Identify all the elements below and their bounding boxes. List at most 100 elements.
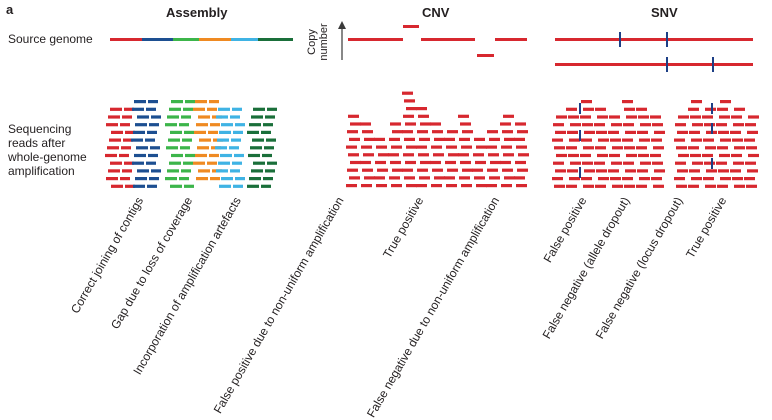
- read: [500, 160, 511, 165]
- read: [720, 100, 731, 104]
- read: [674, 138, 685, 142]
- read: [717, 184, 728, 188]
- read: [744, 177, 755, 181]
- read: [460, 122, 471, 126]
- read: [249, 123, 261, 127]
- read: [364, 137, 375, 141]
- read: [582, 123, 593, 127]
- read: [218, 161, 230, 165]
- read: [219, 184, 231, 188]
- read: [346, 184, 357, 188]
- read: [261, 184, 271, 188]
- read: [636, 107, 647, 111]
- read: [267, 161, 277, 165]
- read: [625, 169, 636, 173]
- read: [434, 176, 445, 180]
- read: [650, 115, 661, 119]
- read: [416, 184, 427, 188]
- read: [375, 160, 386, 165]
- read: [624, 146, 635, 150]
- read: [446, 184, 457, 188]
- read: [517, 130, 528, 134]
- read: [185, 100, 195, 104]
- read: [636, 184, 647, 188]
- read: [121, 146, 131, 150]
- read: [718, 130, 729, 134]
- read: [120, 123, 130, 127]
- read: [108, 169, 120, 173]
- read: [504, 176, 515, 180]
- read: [554, 146, 565, 150]
- read: [584, 169, 595, 173]
- read: [199, 138, 211, 142]
- read: [609, 115, 620, 119]
- read: [136, 146, 148, 150]
- read: [374, 137, 385, 141]
- read: [624, 107, 635, 111]
- read: [732, 138, 743, 142]
- read: [556, 153, 567, 158]
- read: [444, 137, 455, 141]
- read: [568, 115, 579, 119]
- read: [515, 160, 526, 165]
- read: [675, 161, 686, 165]
- read: [598, 177, 609, 181]
- read: [583, 146, 594, 150]
- read: [218, 107, 230, 111]
- copy-number-axis: [338, 21, 346, 60]
- read: [503, 114, 514, 118]
- read: [165, 177, 177, 181]
- read: [688, 107, 699, 111]
- read: [125, 130, 135, 134]
- snv-marker: [712, 57, 714, 72]
- read: [570, 123, 581, 127]
- read: [107, 146, 119, 150]
- read-variant-marker: [711, 158, 713, 169]
- read-variant-marker: [711, 123, 713, 134]
- read: [265, 115, 275, 119]
- read: [734, 184, 745, 188]
- read: [651, 177, 662, 181]
- read: [261, 130, 271, 134]
- read: [705, 107, 716, 111]
- read: [691, 177, 702, 181]
- read: [120, 177, 130, 181]
- read: [688, 184, 699, 188]
- read: [676, 146, 687, 150]
- read: [623, 161, 634, 165]
- read: [209, 100, 219, 104]
- read: [717, 107, 728, 111]
- read: [581, 100, 592, 104]
- read: [416, 107, 427, 111]
- read: [165, 123, 177, 127]
- read: [403, 153, 414, 157]
- read: [207, 107, 217, 111]
- read: [110, 161, 122, 165]
- read: [430, 160, 441, 165]
- read: [402, 130, 413, 134]
- read: [193, 161, 205, 165]
- read: [262, 153, 272, 158]
- read: [514, 137, 525, 141]
- contig-segment: [231, 38, 258, 41]
- read: [146, 161, 156, 165]
- assembly-heading: Assembly: [166, 5, 228, 20]
- read: [406, 145, 417, 149]
- read: [731, 153, 742, 158]
- read: [235, 123, 245, 127]
- read: [516, 184, 527, 188]
- read: [419, 176, 430, 180]
- read: [219, 130, 231, 134]
- read: [432, 168, 443, 172]
- read: [179, 177, 189, 181]
- read: [674, 177, 685, 181]
- read: [516, 145, 527, 149]
- read: [503, 153, 514, 157]
- read: [640, 123, 651, 127]
- read: [654, 130, 665, 134]
- read: [704, 161, 715, 165]
- read: [583, 184, 594, 188]
- read: [235, 177, 245, 181]
- snv-marker: [619, 32, 621, 47]
- read: [595, 146, 606, 150]
